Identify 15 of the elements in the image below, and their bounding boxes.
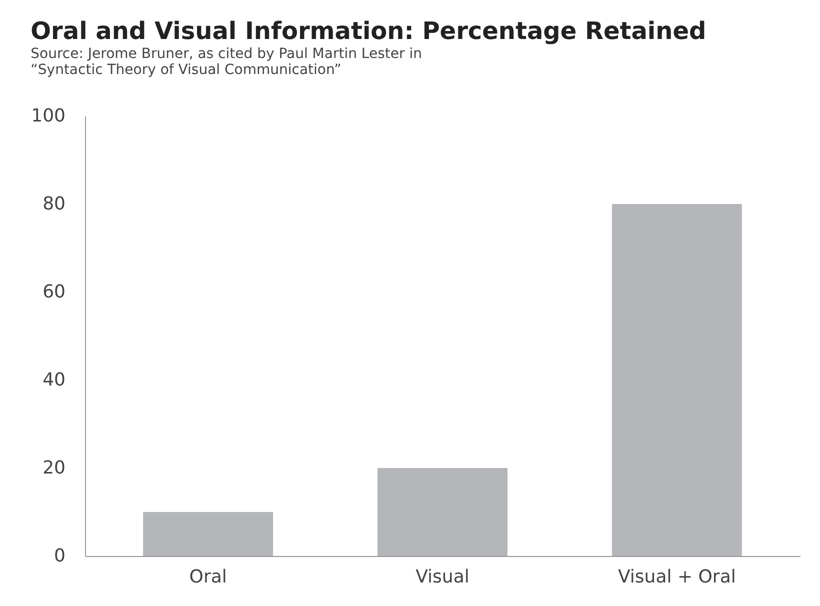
y-tick-label: 40 <box>42 370 66 390</box>
chart-title: Oral and Visual Information: Percentage Retained <box>30 17 706 45</box>
y-tick-label: 100 <box>31 106 66 126</box>
x-tick-label: Visual + Oral <box>618 566 736 588</box>
y-tick-label: 60 <box>42 282 66 302</box>
y-tick-label: 20 <box>42 458 66 478</box>
x-tick-label: Oral <box>189 566 227 588</box>
y-tick-label: 80 <box>42 194 66 214</box>
source-note: Source: Jerome Bruner, as cited by Paul Martin Lester in <box>30 46 422 62</box>
bar <box>378 468 508 556</box>
x-tick-label: Visual <box>416 566 470 588</box>
bar <box>612 204 742 556</box>
y-tick-label: 0 <box>54 546 66 566</box>
text: “Syntactic Theory of Visual Communication” <box>30 62 342 78</box>
bar <box>143 512 274 556</box>
